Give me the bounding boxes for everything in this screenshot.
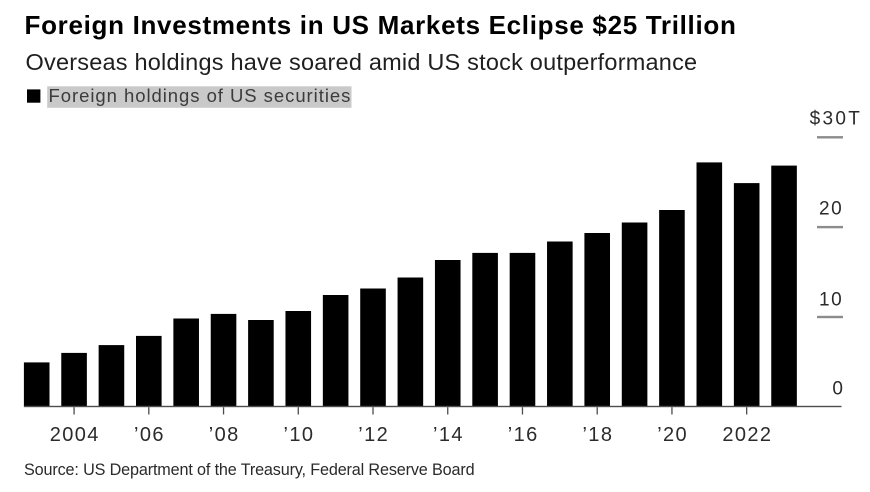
svg-text:’14: ’14 xyxy=(433,424,464,446)
svg-text:Overseas holdings have soared: Overseas holdings have soared amid US st… xyxy=(26,49,698,75)
svg-text:10: 10 xyxy=(819,289,843,310)
svg-text:Foreign holdings of US securit: Foreign holdings of US securities xyxy=(49,85,352,106)
svg-text:’18: ’18 xyxy=(582,424,613,446)
svg-text:2022: 2022 xyxy=(722,424,772,446)
svg-text:$30T: $30T xyxy=(810,108,863,129)
svg-text:Source: US Department of the T: Source: US Department of the Treasury, F… xyxy=(24,461,474,479)
svg-text:20: 20 xyxy=(819,199,843,220)
svg-text:’06: ’06 xyxy=(134,424,165,446)
svg-text:’16: ’16 xyxy=(508,424,539,446)
svg-text:’10: ’10 xyxy=(284,424,315,446)
svg-text:’20: ’20 xyxy=(657,424,688,446)
svg-text:’08: ’08 xyxy=(209,424,240,446)
svg-text:Foreign Investments in US Mark: Foreign Investments in US Markets Eclips… xyxy=(25,10,737,40)
svg-text:0: 0 xyxy=(832,379,843,400)
svg-text:2004: 2004 xyxy=(50,424,100,446)
svg-text:’12: ’12 xyxy=(358,424,389,446)
